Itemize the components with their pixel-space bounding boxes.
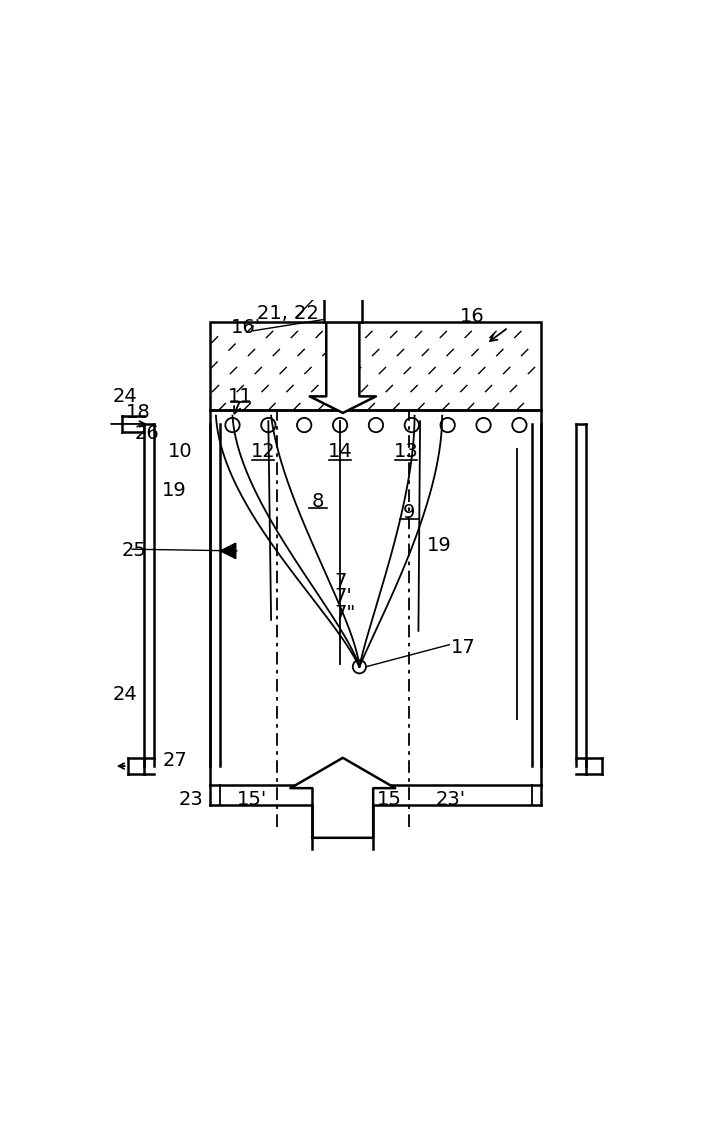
Polygon shape	[290, 758, 395, 838]
Text: 10: 10	[168, 442, 192, 461]
Bar	[211, 321, 542, 410]
Text: 15: 15	[377, 790, 402, 808]
Bar	[323, 288, 362, 321]
Text: 13: 13	[394, 442, 419, 461]
Polygon shape	[220, 543, 236, 559]
Text: 23: 23	[179, 790, 204, 808]
Text: 16': 16'	[231, 318, 261, 337]
Text: 25: 25	[122, 542, 147, 561]
Text: 19: 19	[427, 536, 452, 555]
Text: 14: 14	[328, 442, 352, 461]
Text: 7': 7'	[335, 587, 352, 605]
Text: 12: 12	[251, 442, 276, 461]
Text: 21, 22: 21, 22	[257, 304, 318, 323]
Text: 18: 18	[126, 404, 151, 423]
Text: 24: 24	[112, 386, 137, 406]
Text: 16: 16	[460, 307, 485, 326]
Text: 8: 8	[337, 806, 349, 825]
Text: 11: 11	[229, 386, 253, 406]
Text: 7": 7"	[335, 604, 356, 622]
Text: 15': 15'	[236, 790, 267, 808]
Text: 17: 17	[451, 638, 475, 657]
Text: 23': 23'	[435, 790, 466, 808]
Text: 24: 24	[112, 685, 137, 703]
Text: 19: 19	[162, 481, 187, 499]
Text: 8: 8	[312, 491, 324, 511]
Text: 27: 27	[162, 751, 187, 770]
Text: 9: 9	[403, 503, 415, 522]
Text: 26: 26	[135, 424, 159, 442]
Text: 7: 7	[335, 572, 347, 591]
Polygon shape	[310, 321, 376, 413]
